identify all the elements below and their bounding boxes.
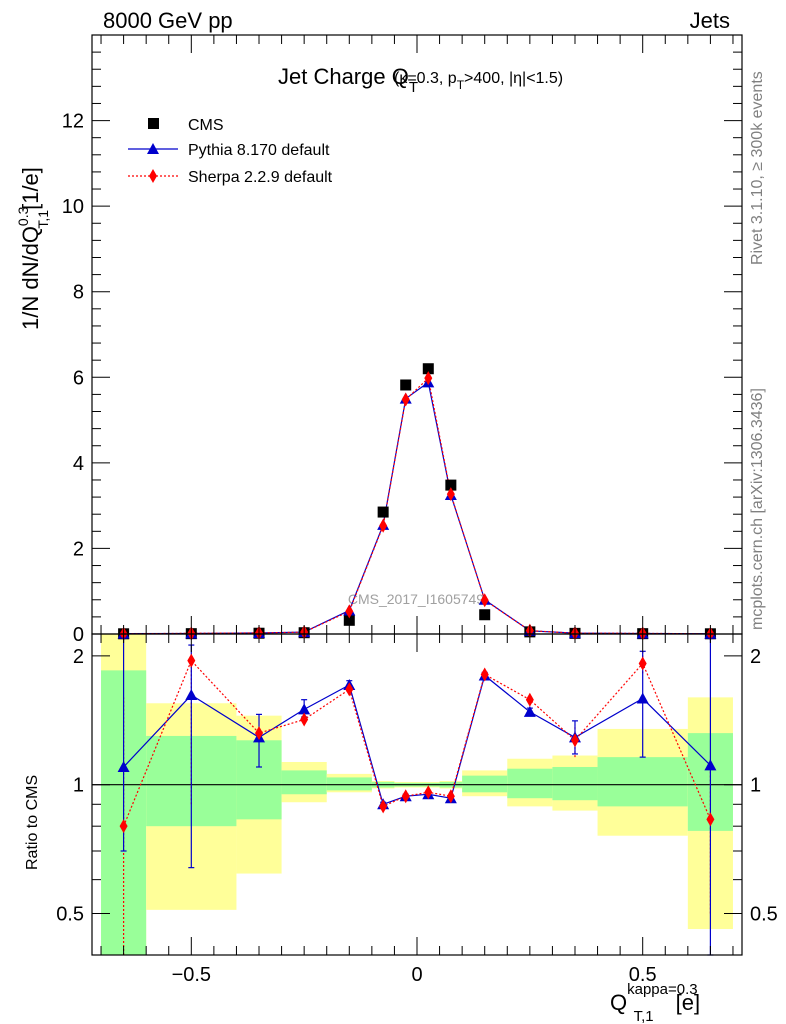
pythia-ratio-point xyxy=(298,703,311,715)
upper-y-tick-label: 0 xyxy=(73,624,84,646)
sherpa-ratio-point xyxy=(401,789,410,804)
pythia-ratio-point xyxy=(185,689,198,701)
x-tick-label: 0.5 xyxy=(629,964,657,986)
sherpa-point xyxy=(401,392,410,407)
lower-y-tick-label-right: 1 xyxy=(750,775,761,797)
x-axis-label: Qkappa=0.3 T,1[e] xyxy=(610,981,700,1024)
upper-y-tick-label: 4 xyxy=(73,453,84,475)
sherpa-ratio-point xyxy=(345,682,354,697)
band-inner xyxy=(507,768,553,799)
upper-y-tick-label: 8 xyxy=(73,282,84,304)
cms-point xyxy=(400,379,412,391)
band-inner xyxy=(462,775,508,793)
analysis-watermark: CMS_2017_I1605749 xyxy=(348,591,484,607)
lower-y-tick-label-right: 0.5 xyxy=(750,904,778,926)
chart-title-conditions: (κ=0.3, pT>400, |η|<1.5) xyxy=(394,70,563,92)
lower-y-axis-label: Ratio to CMS xyxy=(24,775,41,870)
sherpa-point xyxy=(424,371,433,386)
cms-point xyxy=(445,479,457,491)
legend-marker-sherpa xyxy=(149,169,157,183)
x-tick-label: −0.5 xyxy=(172,964,211,986)
upper-y-tick-label: 6 xyxy=(73,367,84,389)
pythia-ratio-point xyxy=(117,760,130,772)
upper-y-tick-label: 10 xyxy=(62,196,84,218)
lower-y-tick-label: 1 xyxy=(73,775,84,797)
mcplots-label: mcplots.cern.ch [arXiv:1306.3436] xyxy=(749,388,766,630)
band-inner xyxy=(597,757,688,807)
pythia-ratio-point xyxy=(704,759,717,771)
legend-entry-pythia: Pythia 8.170 default xyxy=(128,142,330,159)
band-inner xyxy=(552,766,598,801)
band-inner xyxy=(281,770,327,795)
lower-y-tick-label: 0.5 xyxy=(56,904,84,926)
process-label: Jets xyxy=(690,8,730,33)
legend-entry-sherpa: Sherpa 2.2.9 default xyxy=(128,169,333,186)
cms-point xyxy=(343,614,355,626)
sherpa-ratio-point xyxy=(706,812,715,827)
sherpa-ratio-point xyxy=(570,733,579,748)
sherpa-ratio-point xyxy=(480,667,489,682)
sherpa-point xyxy=(446,487,455,502)
svg-text:CMS: CMS xyxy=(188,117,224,134)
sherpa-ratio-point xyxy=(525,692,534,707)
cms-point xyxy=(377,506,389,518)
lower-y-tick-label: 2 xyxy=(73,646,84,668)
sherpa-ratio-point xyxy=(255,726,264,741)
sherpa-ratio-point xyxy=(187,653,196,668)
sherpa-ratio-point xyxy=(119,819,128,834)
pythia-line xyxy=(123,381,711,635)
legend-entry-cms: CMS xyxy=(148,117,224,134)
x-tick-label: 0 xyxy=(411,964,422,986)
sherpa-ratio-point xyxy=(424,785,433,800)
sherpa-point xyxy=(379,518,388,533)
upper-y-tick-label: 12 xyxy=(62,111,84,133)
pythia-ratio-point xyxy=(523,705,536,717)
rivet-label: Rivet 3.1.10, ≥ 300k events xyxy=(749,71,766,265)
sherpa-ratio-point xyxy=(446,789,455,804)
pythia-ratio-point xyxy=(636,692,649,704)
cms-point xyxy=(479,609,491,621)
cms-point xyxy=(422,363,434,375)
legend: CMS Pythia 8.170 default Sherpa 2.2.9 de… xyxy=(128,117,333,186)
sherpa-point xyxy=(345,604,354,619)
sherpa-ratio-point xyxy=(300,712,309,727)
legend-marker-pythia xyxy=(147,143,159,154)
chart-title: Jet Charge QT xyxy=(278,64,418,96)
upper-y-axis-label: 1/N dN/dQ0.3 T,1[1/e] xyxy=(15,167,51,330)
svg-text:Sherpa 2.2.9 default: Sherpa 2.2.9 default xyxy=(188,169,333,186)
svg-text:Pythia 8.170 default: Pythia 8.170 default xyxy=(188,142,330,159)
sherpa-ratio-point xyxy=(379,799,388,814)
upper-y-tick-label: 2 xyxy=(73,538,84,560)
lower-y-tick-label-right: 2 xyxy=(750,646,761,668)
sherpa-point xyxy=(480,593,489,608)
sherpa-ratio-point xyxy=(638,656,647,671)
energy-label: 8000 GeV pp xyxy=(103,8,233,33)
sherpa-ratio-line xyxy=(123,659,711,827)
legend-marker-cms xyxy=(148,118,159,129)
band-inner xyxy=(326,777,372,791)
